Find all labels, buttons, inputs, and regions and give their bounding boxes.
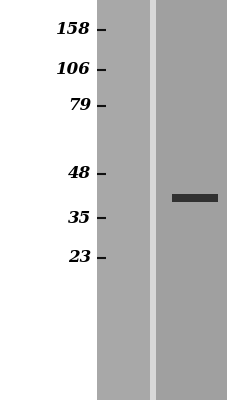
Text: 35: 35 bbox=[68, 210, 91, 226]
Text: 48: 48 bbox=[68, 166, 91, 182]
Bar bbox=[171, 194, 217, 202]
Text: 158: 158 bbox=[56, 22, 91, 38]
Text: 79: 79 bbox=[68, 98, 91, 114]
Bar bbox=[96, 0, 150, 400]
Bar bbox=[150, 0, 155, 400]
Text: 106: 106 bbox=[56, 62, 91, 78]
Text: 23: 23 bbox=[68, 250, 91, 266]
Bar bbox=[155, 0, 227, 400]
